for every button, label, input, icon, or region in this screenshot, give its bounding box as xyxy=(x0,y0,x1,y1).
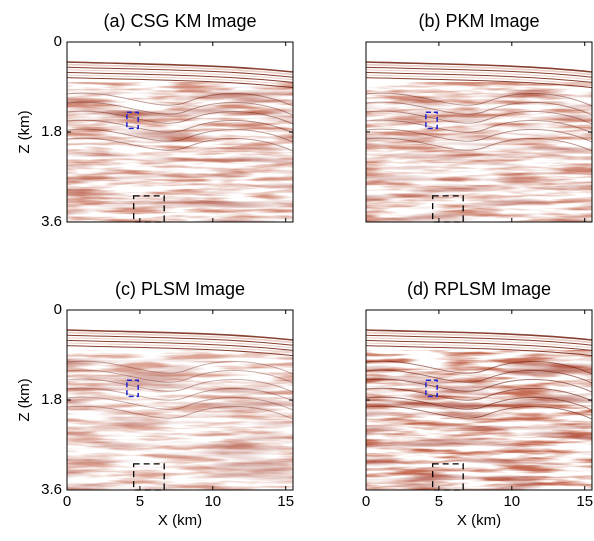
x-axis-label: X (km) xyxy=(158,512,202,529)
y-axis-label: Z (km) xyxy=(16,378,33,421)
seismic-image xyxy=(67,42,293,222)
panel-title: (a) CSG KM Image xyxy=(103,11,256,31)
seismic-image xyxy=(366,310,592,490)
x-tick-label: 5 xyxy=(136,493,144,510)
highlight-box xyxy=(425,379,438,398)
seismic-image xyxy=(366,42,592,222)
panel: (a) CSG KM Image 0 1.8 3.6 Z (km) xyxy=(16,11,294,230)
x-tick-label: 15 xyxy=(576,493,593,510)
panel: (d) RPLSM Image 0 5 10 15 X (km) xyxy=(362,279,593,529)
y-tick-label: 0 xyxy=(54,33,62,50)
x-tick-label: 15 xyxy=(277,493,294,510)
y-tick-label: 1.8 xyxy=(41,123,62,140)
x-tick-label: 0 xyxy=(362,493,370,510)
y-tick-label: 3.6 xyxy=(41,213,62,230)
panel-title: (b) PKM Image xyxy=(418,11,539,31)
panel: (b) PKM Image xyxy=(365,11,593,223)
highlight-box xyxy=(126,111,139,130)
y-tick-label: 3.6 xyxy=(41,481,62,498)
x-tick-label: 5 xyxy=(435,493,443,510)
y-axis-label: Z (km) xyxy=(16,110,33,153)
panel: (c) PLSM Image 0 5 10 15 0 1.8 3.6 X (km) Z (km) xyxy=(16,279,294,529)
x-axis-label: X (km) xyxy=(457,512,501,529)
highlight-box xyxy=(126,379,139,398)
highlight-box xyxy=(425,111,438,130)
y-tick-label: 0 xyxy=(54,301,62,318)
panel-title: (d) RPLSM Image xyxy=(407,279,551,299)
y-tick-label: 1.8 xyxy=(41,391,62,408)
seismic-image xyxy=(67,310,293,490)
x-tick-label: 10 xyxy=(204,493,221,510)
x-tick-label: 10 xyxy=(503,493,520,510)
x-tick-label: 0 xyxy=(63,493,71,510)
panel-title: (c) PLSM Image xyxy=(115,279,245,299)
